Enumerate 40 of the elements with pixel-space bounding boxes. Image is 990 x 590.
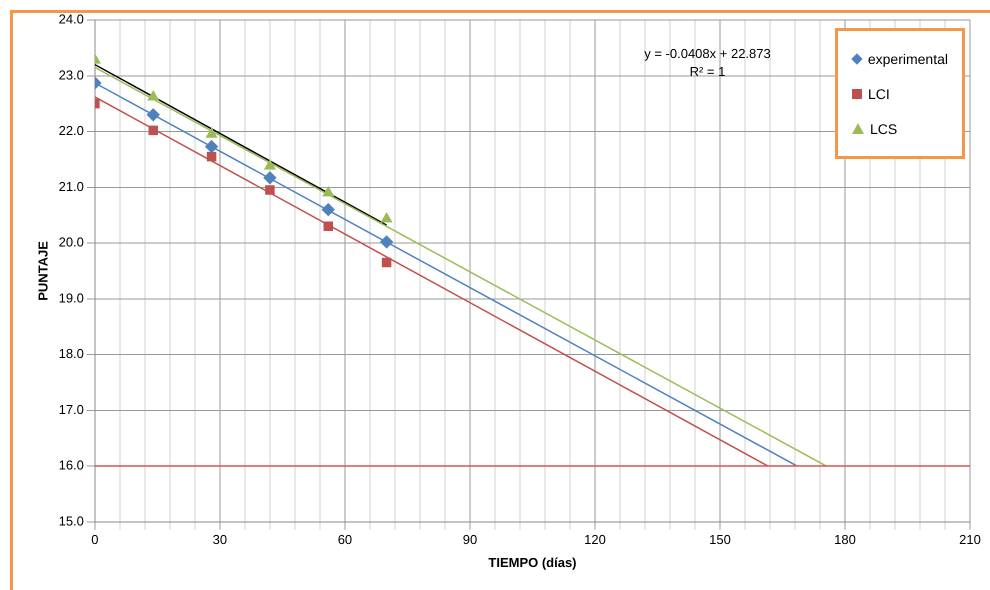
y-tick-label: 15.0 xyxy=(58,513,84,528)
x-tick-label: 150 xyxy=(709,532,731,548)
x-tick-label: 30 xyxy=(212,532,228,548)
point xyxy=(205,140,218,154)
y-tick-label: 16.0 xyxy=(58,458,84,473)
x-tick-label: 210 xyxy=(959,532,981,548)
point xyxy=(382,258,392,268)
point xyxy=(206,152,216,162)
point xyxy=(380,212,392,223)
x-axis-title: TIEMPO (días) xyxy=(488,554,577,570)
annotation: y = -0.0408x + 22.873 xyxy=(644,46,771,61)
point xyxy=(148,126,158,136)
y-tick-label: 23.0 xyxy=(58,67,84,82)
y-tick-label: 20.0 xyxy=(58,234,84,250)
point xyxy=(146,108,160,122)
point xyxy=(148,90,159,100)
point xyxy=(264,160,276,170)
legend-label: experimental xyxy=(868,50,948,66)
point xyxy=(322,203,335,216)
y-tick-label: 17.0 xyxy=(58,402,84,417)
legend-label: LCS xyxy=(870,120,898,136)
point xyxy=(322,186,334,196)
x-tick-label: 60 xyxy=(338,532,352,548)
y-tick-label: 19.0 xyxy=(58,290,84,306)
point xyxy=(206,128,218,138)
y-tick-label: 21.0 xyxy=(58,178,84,194)
y-tick-label: 22.0 xyxy=(58,123,84,138)
point xyxy=(263,171,276,184)
point xyxy=(324,222,334,232)
y-tick-label: 24.0 xyxy=(58,12,84,27)
x-tick-label: 180 xyxy=(834,532,856,548)
legend-label: LCI xyxy=(868,86,890,102)
y-axis-title: PUNTAJE xyxy=(35,240,50,301)
point xyxy=(380,235,394,248)
x-tick-label: 0 xyxy=(91,532,99,548)
annotation: R² = 1 xyxy=(690,64,726,79)
point xyxy=(265,185,275,195)
x-tick-label: 120 xyxy=(584,532,606,548)
y-tick-label: 18.0 xyxy=(58,346,84,362)
x-tick-label: 90 xyxy=(462,532,478,548)
